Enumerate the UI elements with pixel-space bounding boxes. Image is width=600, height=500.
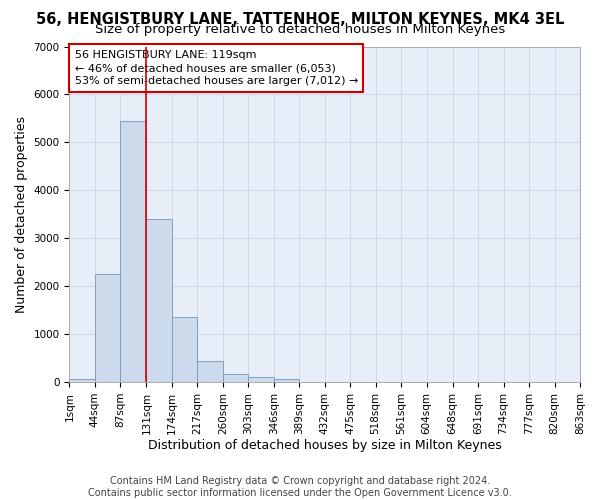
Bar <box>274 380 299 382</box>
Bar <box>172 318 197 382</box>
Bar <box>197 360 223 382</box>
Bar <box>223 374 248 382</box>
Text: Size of property relative to detached houses in Milton Keynes: Size of property relative to detached ho… <box>95 22 505 36</box>
Bar <box>70 380 95 382</box>
Text: Contains HM Land Registry data © Crown copyright and database right 2024.
Contai: Contains HM Land Registry data © Crown c… <box>88 476 512 498</box>
Bar <box>248 378 274 382</box>
Text: 56 HENGISTBURY LANE: 119sqm
← 46% of detached houses are smaller (6,053)
53% of : 56 HENGISTBURY LANE: 119sqm ← 46% of det… <box>74 50 358 86</box>
Bar <box>146 219 172 382</box>
Text: 56, HENGISTBURY LANE, TATTENHOE, MILTON KEYNES, MK4 3EL: 56, HENGISTBURY LANE, TATTENHOE, MILTON … <box>36 12 564 28</box>
Bar <box>95 274 121 382</box>
Bar <box>121 121 146 382</box>
X-axis label: Distribution of detached houses by size in Milton Keynes: Distribution of detached houses by size … <box>148 440 502 452</box>
Y-axis label: Number of detached properties: Number of detached properties <box>15 116 28 313</box>
